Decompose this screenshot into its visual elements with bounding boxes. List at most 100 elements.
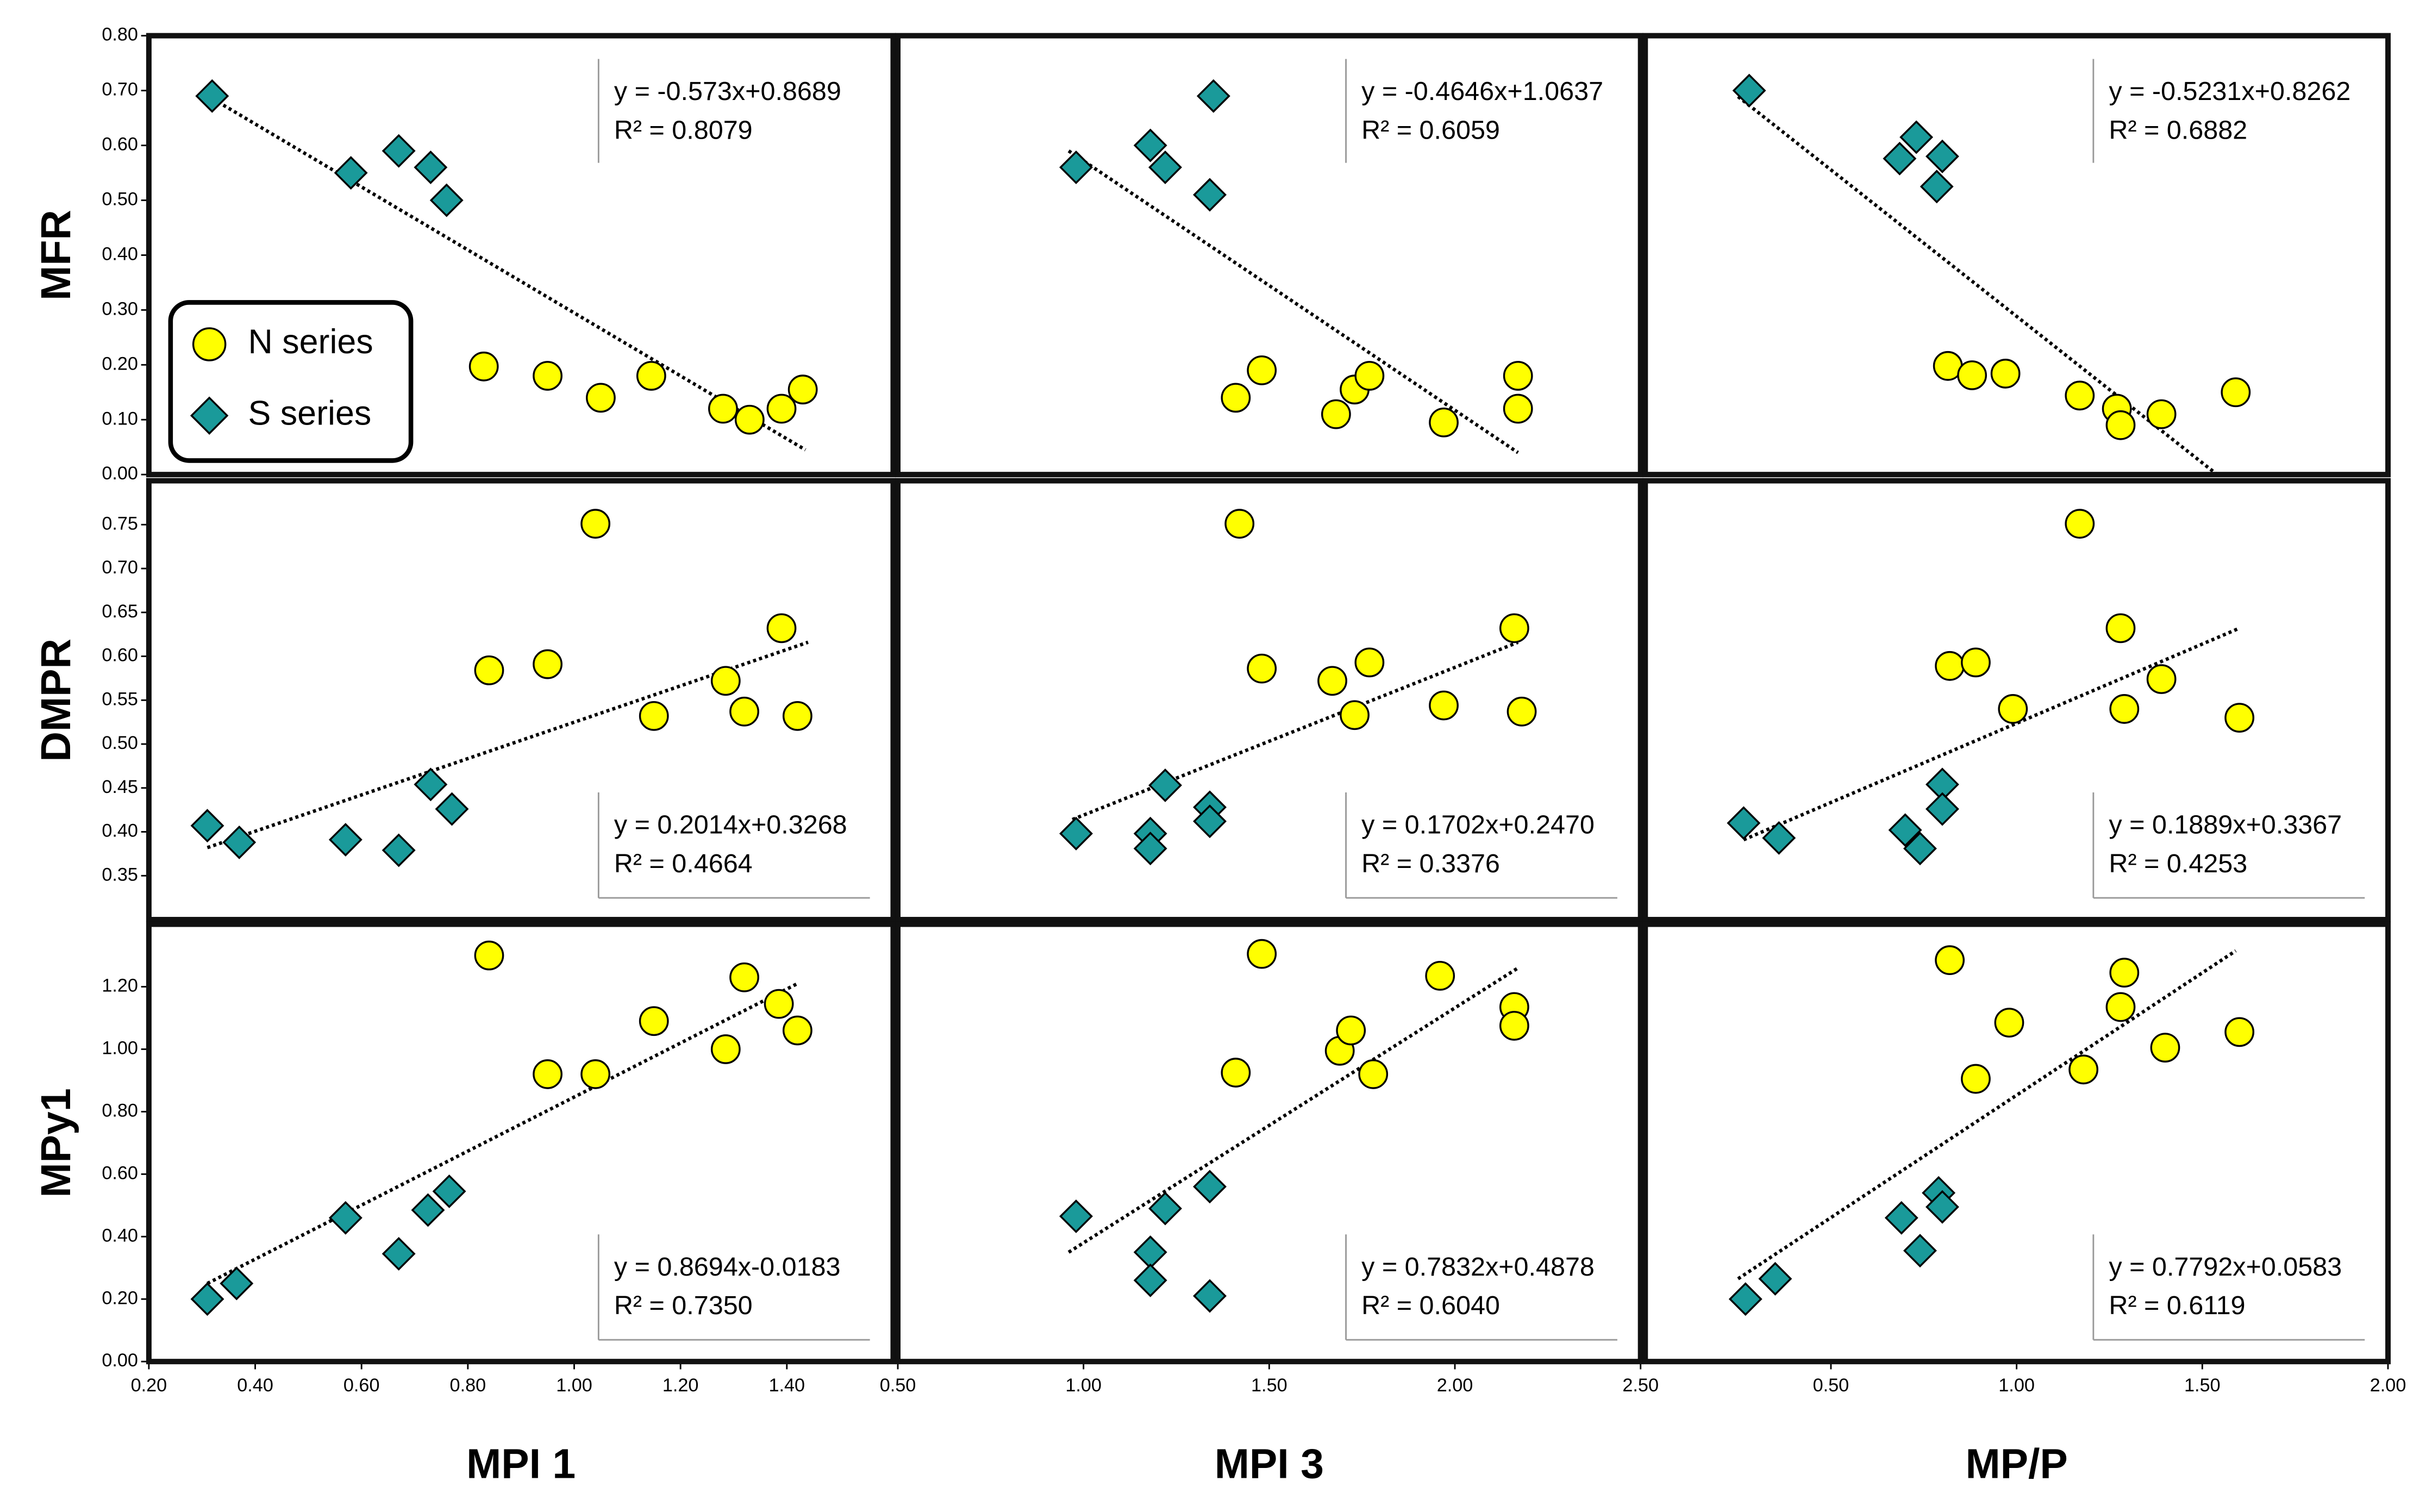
point (2150, 1033, 2180, 1063)
point (1148, 768, 1182, 802)
point (533, 649, 562, 679)
point (1059, 150, 1093, 184)
x-tick-label: 0.50 (1813, 1375, 1849, 1396)
y-tick-label: 0.10 (102, 408, 138, 429)
x-tick-label: 0.50 (880, 1375, 916, 1396)
point (2068, 1054, 2098, 1085)
point (1503, 361, 1533, 391)
x-tick-label: 1.20 (662, 1375, 699, 1396)
y-tick-label: 0.40 (102, 1225, 138, 1246)
legend-label: S series (248, 394, 372, 432)
y-tick-label: 0.35 (102, 864, 138, 885)
trendline (1067, 966, 1519, 1254)
point (190, 1282, 224, 1316)
trendline (207, 640, 809, 849)
y-tick-label: 0.30 (102, 298, 138, 319)
x-axis-label: MPI 1 (466, 1441, 576, 1488)
point (764, 989, 794, 1019)
point (432, 1174, 466, 1208)
point (782, 701, 812, 731)
panel-border (1642, 921, 2391, 1365)
point (1059, 816, 1093, 851)
point (382, 833, 416, 867)
point (474, 940, 504, 971)
x-tick-label: 0.40 (237, 1375, 273, 1396)
y-tick-label: 0.60 (102, 1163, 138, 1183)
point (1884, 1201, 1918, 1235)
point (1503, 393, 1533, 424)
y-tick-label: 0.60 (102, 645, 138, 666)
point (1925, 792, 1959, 826)
point (382, 1236, 416, 1271)
point (586, 383, 616, 413)
r-squared: R² = 0.4253 (2109, 849, 2247, 878)
equation: y = 0.2014x+0.3268 (614, 810, 847, 840)
point (1133, 1235, 1167, 1269)
panel-border (146, 33, 896, 478)
trendline (1067, 149, 1519, 454)
equation: y = 0.8694x-0.0183 (614, 1252, 841, 1282)
point (1762, 821, 1796, 855)
point (328, 823, 362, 857)
point (1193, 1170, 1227, 1204)
point (1935, 651, 1965, 681)
r-squared: R² = 0.6882 (2109, 115, 2247, 145)
r-squared: R² = 0.6040 (1361, 1291, 1500, 1320)
y-tick-label: 0.65 (102, 601, 138, 622)
point (1193, 804, 1227, 839)
x-tick-label: 2.00 (1437, 1375, 1473, 1396)
point (2224, 1017, 2254, 1047)
point (220, 1266, 254, 1301)
point (2146, 399, 2177, 429)
point (468, 351, 499, 382)
point (1998, 694, 2028, 724)
point (1317, 666, 1347, 696)
legend-marker (190, 396, 229, 435)
y-tick-label: 0.00 (102, 1350, 138, 1371)
point (1358, 1059, 1389, 1089)
point (1429, 690, 1459, 721)
y-tick-label: 0.80 (102, 1100, 138, 1121)
y-tick-label: 0.55 (102, 689, 138, 709)
y-tick-label: 0.75 (102, 513, 138, 534)
y-tick-label: 0.50 (102, 189, 138, 210)
point (1507, 696, 1537, 727)
x-tick-label: 0.20 (131, 1375, 167, 1396)
point (1961, 647, 1991, 678)
point (1059, 1199, 1093, 1233)
point (708, 393, 738, 424)
point (1148, 150, 1182, 184)
point (2109, 958, 2140, 988)
point (787, 374, 818, 405)
point (411, 1193, 445, 1227)
point (382, 134, 416, 168)
y-tick-label: 0.50 (102, 733, 138, 753)
equation: y = 0.1702x+0.2470 (1361, 810, 1595, 840)
point (729, 962, 759, 992)
y-axis-label: MPy1 (33, 1088, 79, 1197)
point (710, 1034, 741, 1064)
point (533, 1059, 562, 1089)
y-tick-label: 0.80 (102, 24, 138, 45)
point (1920, 170, 1954, 204)
point (1133, 832, 1167, 866)
point (1499, 613, 1529, 643)
point (1935, 945, 1965, 976)
point (1193, 1279, 1227, 1313)
point (1994, 1008, 2024, 1038)
panel-border (1642, 33, 2391, 478)
point (2224, 703, 2254, 733)
point (1732, 73, 1766, 108)
equation: y = 0.7792x+0.0583 (2109, 1252, 2342, 1282)
x-tick-label: 1.00 (1998, 1375, 2035, 1396)
x-tick-label: 1.00 (556, 1375, 592, 1396)
point (1354, 647, 1385, 678)
x-tick-label: 2.50 (1622, 1375, 1659, 1396)
point (1193, 178, 1227, 212)
point (1340, 700, 1370, 730)
legend-marker (192, 327, 227, 361)
point (1133, 128, 1167, 163)
